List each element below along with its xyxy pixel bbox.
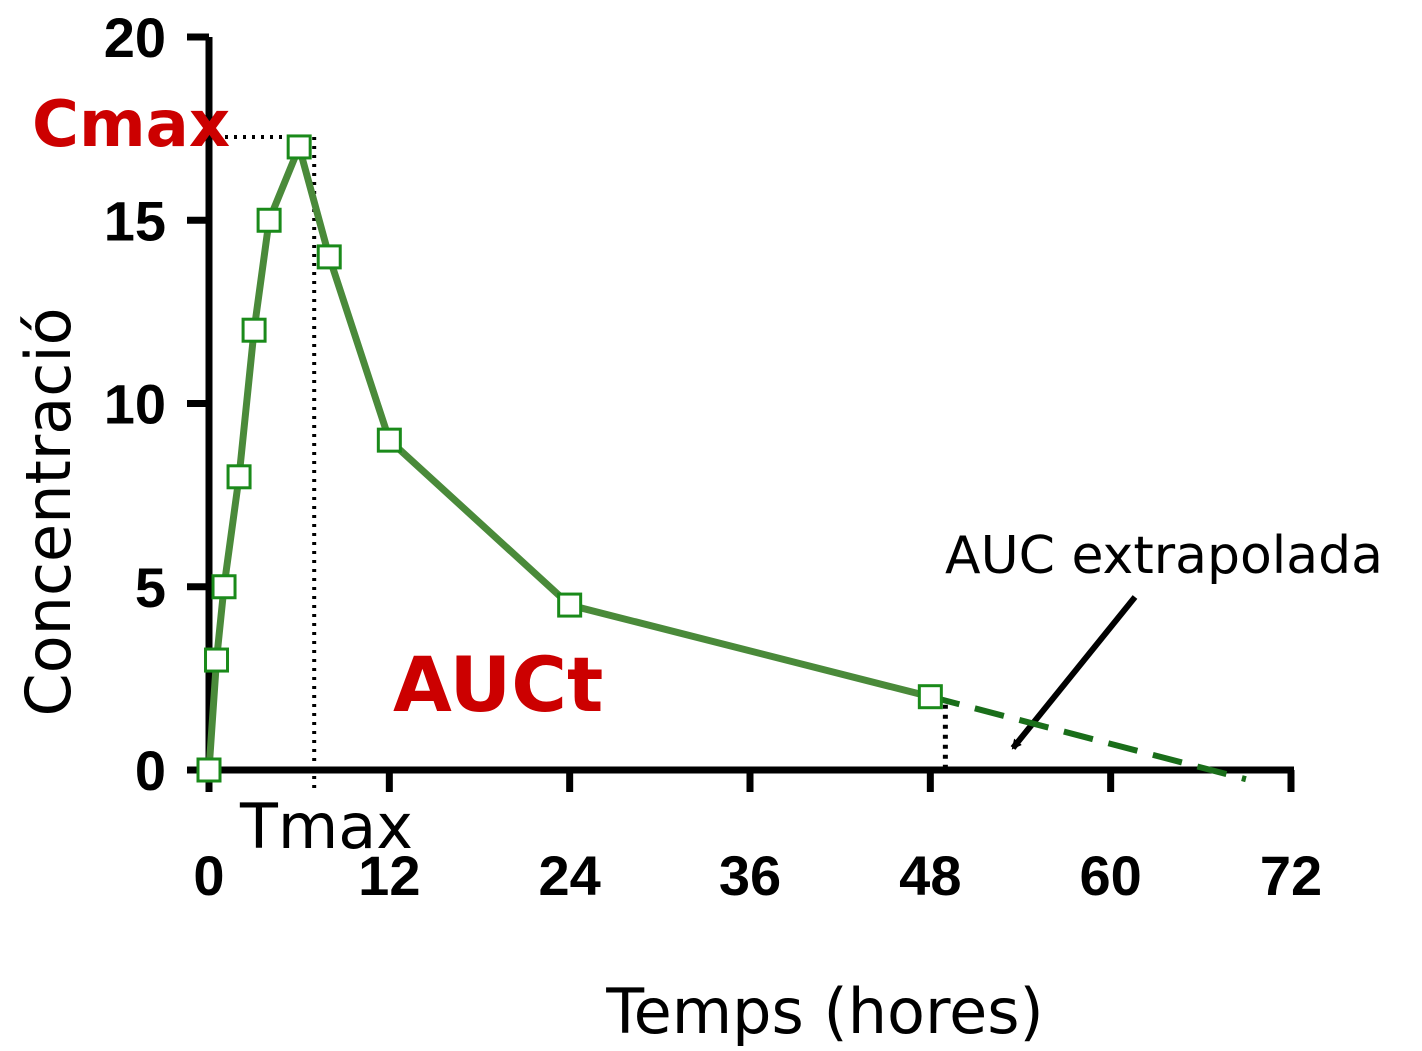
auc-extrapolada-label: AUC extrapolada — [945, 526, 1383, 586]
text-layer: Temps (hores) Concentració Cmax Tmax AUC… — [12, 88, 1383, 1048]
x-tick-label: 72 — [1260, 844, 1322, 907]
x-tick-label: 48 — [899, 844, 961, 907]
data-point — [917, 684, 943, 710]
x-tick-label: 24 — [539, 844, 601, 907]
data-point — [226, 464, 252, 490]
y-tick-label: 5 — [135, 556, 166, 619]
data-point — [557, 592, 583, 618]
x-axis-title: Temps (hores) — [605, 975, 1043, 1048]
data-point — [316, 244, 342, 270]
data-point — [196, 757, 222, 783]
x-tick-label: 60 — [1080, 844, 1142, 907]
cmax-label: Cmax — [32, 88, 230, 162]
axes: 0 5 10 15 20 0 12 24 36 48 60 72 — [104, 6, 1322, 907]
y-tick-label: 10 — [104, 373, 166, 436]
data-layer — [196, 134, 1247, 783]
x-tick-label: 36 — [719, 844, 781, 907]
auct-label: AUCt — [393, 640, 603, 729]
data-point — [211, 574, 237, 600]
y-tick-label: 20 — [104, 6, 166, 69]
data-point — [204, 647, 230, 673]
data-point — [286, 134, 312, 160]
x-tick-label: 0 — [193, 844, 224, 907]
data-point — [256, 207, 282, 233]
extrapolation-line — [929, 693, 1247, 783]
data-point — [376, 427, 402, 453]
y-tick-label: 15 — [104, 189, 166, 252]
data-point — [241, 317, 267, 343]
x-tick-label: 12 — [358, 844, 420, 907]
y-tick-label: 0 — [135, 739, 166, 802]
guide-lines — [216, 134, 1138, 790]
y-axis-title: Concentració — [12, 307, 85, 716]
tmax-label: Tmax — [239, 790, 413, 863]
